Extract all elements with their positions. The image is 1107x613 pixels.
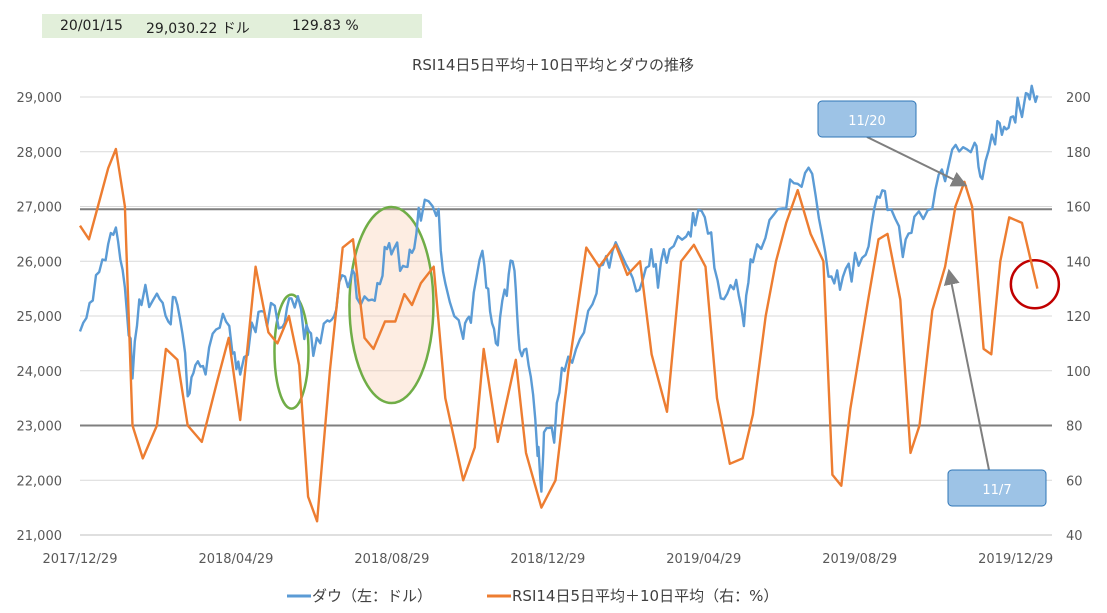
y-right-tick-label: 200 <box>1066 91 1091 106</box>
y-left-tick-label: 25,000 <box>17 310 63 325</box>
y-left-tick-label: 28,000 <box>17 146 63 161</box>
left-axis: 21,000 22,000 23,000 24,000 25,000 26,000 27,0… <box>17 91 63 544</box>
callout-arrow <box>866 136 968 187</box>
callout-box <box>947 469 1047 507</box>
y-right-tick-label: 140 <box>1066 255 1091 270</box>
y-right-tick-label: 40 <box>1066 529 1083 544</box>
highlight-ellipse <box>1009 258 1061 310</box>
y-left-tick-label: 21,000 <box>17 529 63 544</box>
dow-line <box>78 84 1039 493</box>
callouts: 11/20 11/7 <box>817 100 1047 507</box>
x-tick-label: 2019/04/29 <box>666 552 741 567</box>
x-axis: 2017/12/29 2018/04/29 2018/08/29 2018/12/29… <box>43 552 1054 567</box>
y-left-tick-label: 23,000 <box>17 420 63 435</box>
x-tick-label: 2018/04/29 <box>198 552 273 567</box>
info-date: 20/01/15 <box>60 18 123 34</box>
callout-label: 11/7 <box>982 483 1011 498</box>
callout-arrow <box>943 268 990 471</box>
y-right-tick-label: 100 <box>1066 365 1091 380</box>
chart-title: RSI14日5日平均＋10日平均とダウの推移 <box>412 56 694 74</box>
highlight-ellipse <box>273 293 310 410</box>
x-tick-label: 2018/08/29 <box>354 552 429 567</box>
rsi-line <box>78 147 1039 523</box>
callout-label: 11/20 <box>848 114 885 129</box>
series-lines <box>78 84 1039 523</box>
y-right-tick-label: 60 <box>1066 474 1083 489</box>
y-right-tick-label: 160 <box>1066 201 1091 216</box>
right-axis: 40 60 80 100 120 140 160 180 200 <box>1066 91 1091 544</box>
y-left-tick-label: 26,000 <box>17 255 63 270</box>
info-rsi: 129.83 % <box>292 18 359 34</box>
highlight-ellipse <box>348 205 435 405</box>
callout-box <box>817 100 917 138</box>
x-tick-label: 2019/12/29 <box>978 552 1053 567</box>
y-left-tick-label: 27,000 <box>17 201 63 216</box>
y-left-tick-label: 29,000 <box>17 91 63 106</box>
y-right-tick-label: 120 <box>1066 310 1091 325</box>
legend-label: ダウ（左：ドル） <box>312 587 432 605</box>
highlight-ellipses <box>273 205 1061 410</box>
y-right-tick-label: 80 <box>1066 420 1083 435</box>
legend: ダウ（左：ドル） RSI14日5日平均＋10日平均（右：%） <box>287 587 778 605</box>
y-left-tick-label: 22,000 <box>17 474 63 489</box>
y-left-tick-label: 24,000 <box>17 365 63 380</box>
y-right-tick-label: 180 <box>1066 146 1091 161</box>
info-price: 29,030.22 ドル <box>146 21 250 37</box>
x-tick-label: 2018/12/29 <box>510 552 585 567</box>
legend-label: RSI14日5日平均＋10日平均（右：%） <box>512 587 778 605</box>
grid <box>80 96 1052 536</box>
x-tick-label: 2019/08/29 <box>822 552 897 567</box>
x-tick-label: 2017/12/29 <box>43 552 118 567</box>
info-bar: 20/01/15 29,030.22 ドル 129.83 % <box>42 14 422 38</box>
